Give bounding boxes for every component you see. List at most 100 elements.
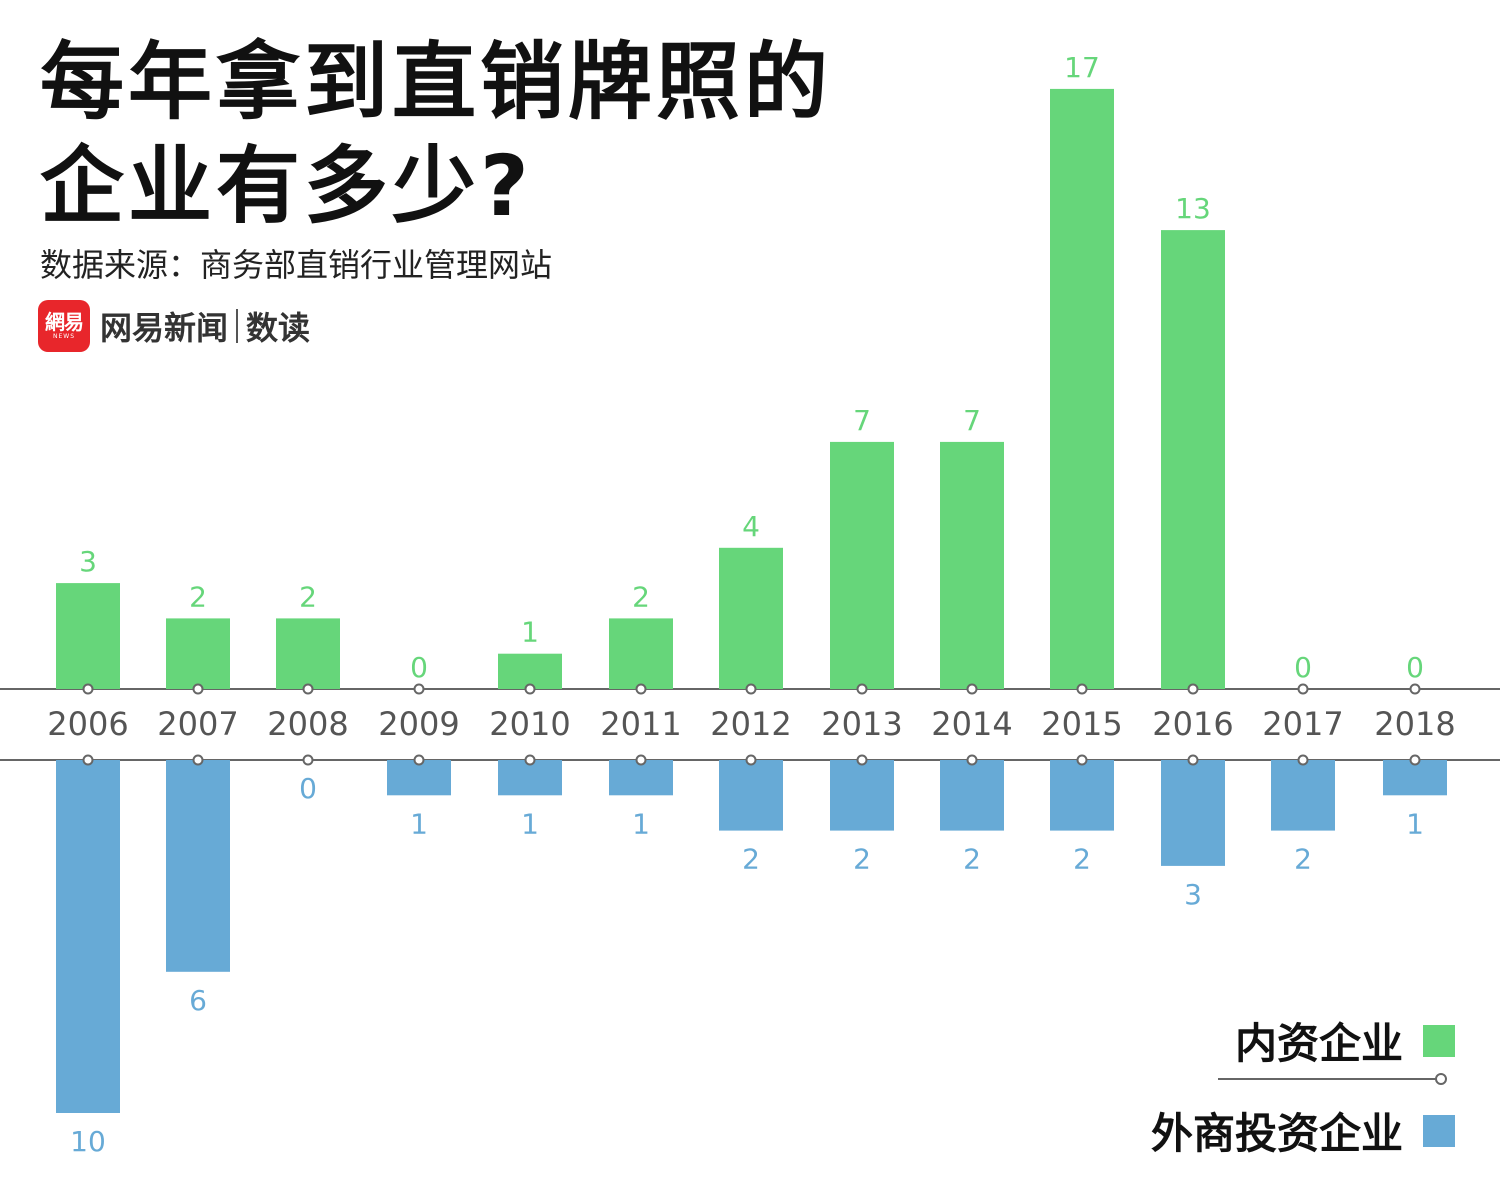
bar-foreign-2007: [166, 760, 230, 972]
label-foreign-2010: 1: [521, 807, 539, 840]
year-label-2009: 2009: [378, 705, 459, 743]
axis-dot-bottom-2010: [524, 754, 536, 766]
logo-subtext: NEWS: [52, 333, 76, 340]
axis-dot-bottom-2018: [1409, 754, 1421, 766]
year-label-2015: 2015: [1041, 705, 1122, 743]
axis-dot-top-2014: [966, 683, 978, 695]
axis-dot-top-2009: [413, 683, 425, 695]
brand: 網易 NEWS 网易新闻 数读: [38, 300, 310, 352]
title-line-1: 每年拿到直销牌照的: [40, 33, 833, 131]
legend-swatch-foreign: [1423, 1114, 1455, 1147]
label-foreign-2014: 2: [963, 843, 981, 876]
legend-swatch-domestic: [1423, 1024, 1455, 1057]
bar-foreign-2017: [1271, 760, 1335, 831]
label-foreign-2006: 10: [70, 1125, 106, 1158]
brand-name: 网易新闻: [100, 309, 229, 347]
bar-domestic-2014: [940, 441, 1004, 689]
label-foreign-2016: 3: [1184, 878, 1202, 911]
label-domestic-2014: 7: [963, 404, 981, 437]
label-domestic-2007: 2: [189, 580, 207, 613]
label-domestic-2013: 7: [853, 404, 871, 437]
bar-domestic-2013: [830, 441, 894, 689]
bar-domestic-2012: [719, 547, 783, 689]
legend-item-foreign: 外商投资企业: [1151, 1100, 1455, 1161]
axis-dot-top-2012: [745, 683, 757, 695]
bar-domestic-2011: [609, 618, 673, 689]
axis-dot-bottom-2017: [1297, 754, 1309, 766]
axis-dot-bottom-2013: [856, 754, 868, 766]
label-foreign-2015: 2: [1073, 843, 1091, 876]
bar-foreign-2016: [1161, 760, 1225, 866]
axis-dot-top-2007: [192, 683, 204, 695]
axis-dot-bottom-2016: [1187, 754, 1199, 766]
netease-news-logo-icon: 網易 NEWS: [38, 300, 90, 352]
axis-dot-top-2011: [635, 683, 647, 695]
axis-dot-top-2018: [1409, 683, 1421, 695]
year-label-2013: 2013: [821, 705, 902, 743]
axis-dot-bottom-2009: [413, 754, 425, 766]
axis-dot-bottom-2011: [635, 754, 647, 766]
year-label-2014: 2014: [931, 705, 1012, 743]
bar-foreign-2010: [498, 760, 562, 796]
year-label-2017: 2017: [1262, 705, 1343, 743]
year-label-2008: 2008: [267, 705, 348, 743]
label-domestic-2018: 0: [1406, 651, 1424, 684]
axis-dot-bottom-2012: [745, 754, 757, 766]
year-label-2011: 2011: [600, 705, 681, 743]
axis-dot-top-2013: [856, 683, 868, 695]
bar-domestic-2007: [166, 618, 230, 689]
label-domestic-2006: 3: [79, 545, 97, 578]
bar-domestic-2006: [56, 583, 120, 689]
year-label-2012: 2012: [710, 705, 791, 743]
legend-divider-dot: [1435, 1073, 1447, 1085]
label-foreign-2018: 1: [1406, 807, 1424, 840]
axis-dot-top-2015: [1076, 683, 1088, 695]
axis-dot-bottom-2014: [966, 754, 978, 766]
bar-foreign-2009: [387, 760, 451, 796]
label-foreign-2009: 1: [410, 807, 428, 840]
label-foreign-2011: 1: [632, 807, 650, 840]
label-domestic-2010: 1: [521, 616, 539, 649]
bar-domestic-2015: [1050, 88, 1114, 689]
legend-item-domestic: 内资企业: [1235, 1010, 1455, 1071]
bar-foreign-2013: [830, 760, 894, 831]
label-domestic-2008: 2: [299, 580, 317, 613]
axis-dot-top-2010: [524, 683, 536, 695]
year-label-2007: 2007: [157, 705, 238, 743]
axis-dot-bottom-2006: [82, 754, 94, 766]
legend: 内资企业 外商投资企业: [1110, 1005, 1455, 1158]
bar-domestic-2010: [498, 653, 562, 689]
year-label-2018: 2018: [1374, 705, 1455, 743]
label-domestic-2015: 17: [1064, 51, 1100, 84]
bar-foreign-2012: [719, 760, 783, 831]
bar-foreign-2006: [56, 760, 120, 1113]
year-label-2016: 2016: [1152, 705, 1233, 743]
brand-separator: [236, 309, 239, 343]
bar-foreign-2015: [1050, 760, 1114, 831]
title-line-2: 企业有多少?: [40, 137, 533, 235]
legend-label-domestic: 内资企业: [1234, 1019, 1403, 1068]
bar-domestic-2016: [1161, 230, 1225, 689]
label-foreign-2012: 2: [742, 843, 760, 876]
source-note: 数据来源：商务部直销行业管理网站: [40, 246, 553, 284]
label-domestic-2012: 4: [742, 510, 760, 543]
label-foreign-2013: 2: [853, 843, 871, 876]
label-domestic-2011: 2: [632, 580, 650, 613]
label-domestic-2017: 0: [1294, 651, 1312, 684]
label-foreign-2017: 2: [1294, 843, 1312, 876]
label-domestic-2016: 13: [1175, 192, 1211, 225]
logo-text: 網易: [45, 310, 84, 334]
axis-dot-bottom-2008: [302, 754, 314, 766]
chart-title: 每年拿到直销牌照的 企业有多少?: [40, 30, 832, 238]
legend-label-foreign: 外商投资企业: [1150, 1109, 1403, 1158]
bar-foreign-2014: [940, 760, 1004, 831]
bar-domestic-2008: [276, 618, 340, 689]
axis-dot-top-2017: [1297, 683, 1309, 695]
label-foreign-2007: 6: [189, 984, 207, 1017]
brand-column-name: 数读: [246, 309, 311, 347]
label-domestic-2009: 0: [410, 651, 428, 684]
bar-foreign-2018: [1383, 760, 1447, 796]
bar-foreign-2011: [609, 760, 673, 796]
axis-dot-top-2016: [1187, 683, 1199, 695]
axis-dot-bottom-2015: [1076, 754, 1088, 766]
